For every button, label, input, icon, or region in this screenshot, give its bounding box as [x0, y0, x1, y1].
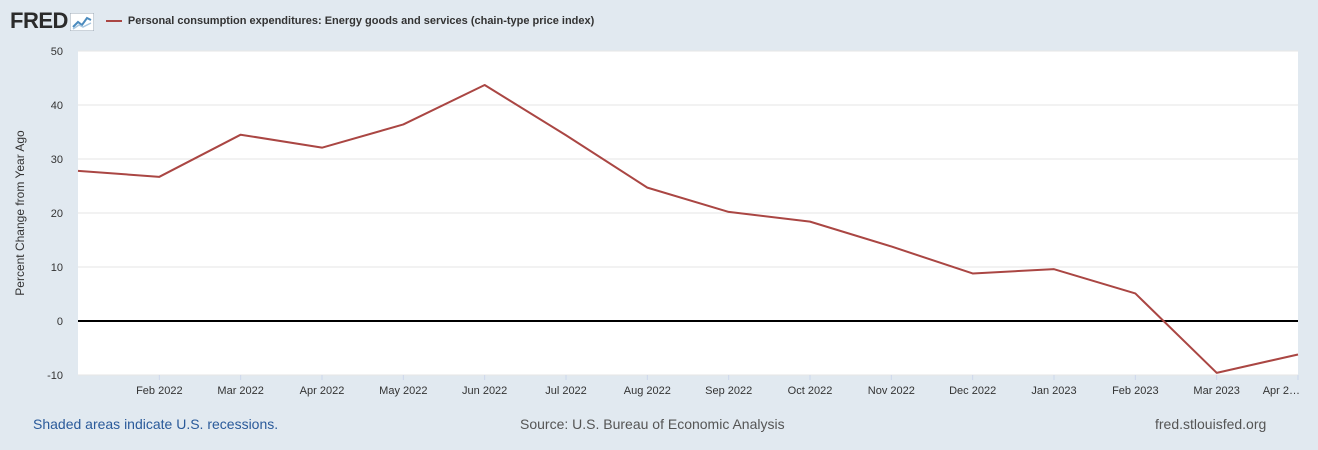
- data-point[interactable]: [565, 134, 568, 137]
- y-tick-label: 50: [51, 46, 63, 58]
- data-point[interactable]: [1215, 371, 1218, 374]
- x-tick-label: Aug 2022: [624, 385, 671, 397]
- x-tick-label: May 2022: [379, 385, 427, 397]
- chart-legend: Personal consumption expenditures: Energ…: [105, 15, 595, 27]
- y-axis-label: Percent Change from Year Ago: [13, 130, 27, 296]
- data-point[interactable]: [402, 123, 405, 126]
- y-tick-label: 40: [51, 100, 63, 112]
- legend-series-label[interactable]: Personal consumption expenditures: Energ…: [127, 15, 595, 27]
- fred-logo-chart-icon: [69, 13, 94, 31]
- data-point[interactable]: [809, 220, 812, 223]
- y-tick-label: 20: [51, 208, 63, 220]
- data-point[interactable]: [646, 186, 649, 189]
- x-tick-label: Jul 2022: [545, 385, 587, 397]
- x-tick-label: Dec 2022: [949, 385, 996, 397]
- y-tick-label: -10: [47, 370, 63, 382]
- y-tick-label: 0: [57, 316, 63, 328]
- y-tick-label: 10: [51, 262, 63, 274]
- x-tick-label: Mar 2023: [1193, 385, 1239, 397]
- data-point[interactable]: [321, 146, 324, 149]
- chart-header: FRED Personal consumption expenditures: …: [10, 6, 594, 36]
- data-point[interactable]: [77, 169, 80, 172]
- x-tick-label: Sep 2022: [705, 385, 752, 397]
- data-point[interactable]: [1053, 268, 1056, 271]
- x-tick-label: Oct 2022: [788, 385, 833, 397]
- data-point[interactable]: [239, 133, 242, 136]
- data-point[interactable]: [890, 245, 893, 248]
- data-point[interactable]: [1297, 353, 1300, 356]
- series-line-0[interactable]: [77, 84, 1299, 374]
- y-tick-label: 30: [51, 154, 63, 166]
- source-note: Source: U.S. Bureau of Economic Analysis: [520, 416, 785, 432]
- x-tick-label: Apr 2…: [1263, 385, 1300, 397]
- x-tick-label: Apr 2022: [300, 385, 345, 397]
- recessions-note[interactable]: Shaded areas indicate U.S. recessions.: [33, 416, 279, 432]
- data-point[interactable]: [727, 210, 730, 213]
- x-tick-label: Nov 2022: [868, 385, 915, 397]
- data-point[interactable]: [483, 84, 486, 87]
- x-tick-label: Feb 2023: [1112, 385, 1158, 397]
- x-tick-label: Mar 2022: [217, 385, 263, 397]
- legend-swatch: [105, 20, 122, 22]
- line-chart: -10 0 10 20 30 40 50 Feb 2022 Mar 2022 Apr 2022 M…: [13, 46, 1300, 397]
- data-point[interactable]: [1134, 292, 1137, 295]
- x-tick-label: Jun 2022: [462, 385, 507, 397]
- x-tick-label: Jan 2023: [1031, 385, 1076, 397]
- data-point[interactable]: [971, 272, 974, 275]
- data-point[interactable]: [158, 175, 161, 178]
- site-url[interactable]: fred.stlouisfed.org: [1155, 416, 1267, 432]
- fred-logo[interactable]: FRED: [10, 8, 68, 33]
- x-tick-label: Feb 2022: [136, 385, 182, 397]
